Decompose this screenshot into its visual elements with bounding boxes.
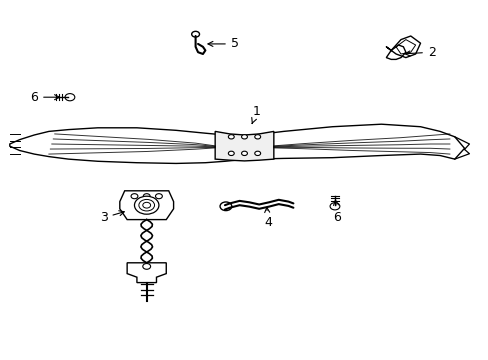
Circle shape <box>143 194 150 199</box>
Circle shape <box>228 151 234 156</box>
Circle shape <box>254 135 260 139</box>
PathPatch shape <box>215 131 273 161</box>
Text: 2: 2 <box>404 46 435 59</box>
Circle shape <box>228 135 234 139</box>
Circle shape <box>131 194 138 199</box>
Circle shape <box>254 151 260 156</box>
Circle shape <box>329 203 339 210</box>
Circle shape <box>155 194 162 199</box>
Circle shape <box>191 31 199 37</box>
PathPatch shape <box>386 45 405 59</box>
Text: 4: 4 <box>264 207 271 229</box>
Text: 6: 6 <box>333 200 341 224</box>
Circle shape <box>134 196 159 214</box>
Circle shape <box>65 94 75 101</box>
Text: 3: 3 <box>100 211 124 224</box>
Circle shape <box>241 135 247 139</box>
PathPatch shape <box>120 191 173 220</box>
PathPatch shape <box>10 124 464 163</box>
PathPatch shape <box>127 263 166 283</box>
Text: 1: 1 <box>251 105 260 123</box>
Circle shape <box>220 202 231 211</box>
Text: 5: 5 <box>207 37 238 50</box>
Circle shape <box>142 264 150 269</box>
Circle shape <box>241 151 247 156</box>
Text: 6: 6 <box>30 91 60 104</box>
